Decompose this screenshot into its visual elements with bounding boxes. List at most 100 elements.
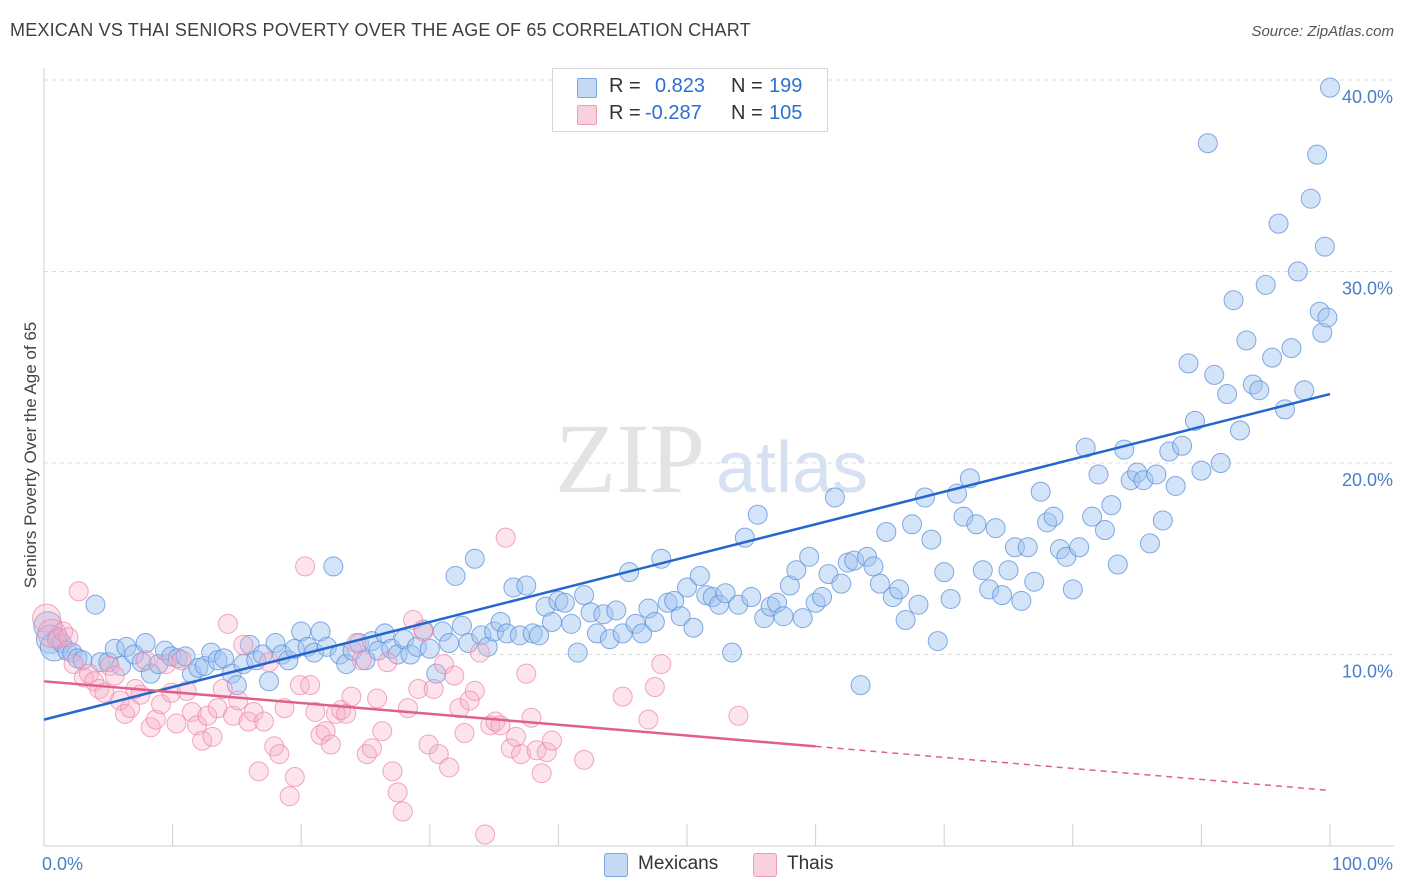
point-thais (295, 556, 316, 577)
point-thais (372, 721, 393, 742)
point-mexicans (496, 623, 517, 644)
point-mexicans (644, 611, 665, 632)
point-mexicans (844, 550, 865, 571)
point-mexicans (1178, 353, 1199, 374)
point-mexicans (1236, 330, 1257, 351)
bottom-legend-label-thais: Thais (787, 853, 834, 874)
point-thais (423, 678, 444, 699)
point-mexicans (1088, 464, 1109, 485)
point-thais (223, 705, 244, 726)
point-mexicans (1043, 506, 1064, 527)
point-mexicans (747, 504, 768, 525)
point-mexicans (1139, 533, 1160, 554)
point-mexicans (869, 573, 890, 594)
point-thais (500, 738, 521, 759)
point-thais (428, 744, 449, 765)
point-thais (166, 713, 187, 734)
point-mexicans (767, 592, 788, 613)
point-mexicans (805, 592, 826, 613)
point-thais (341, 686, 362, 707)
point-mexicans (670, 606, 691, 627)
point-thais (516, 663, 537, 684)
point-thais (574, 749, 595, 770)
legend-swatch-thais (577, 105, 597, 125)
point-mexicans (631, 623, 652, 644)
point-mexicans (580, 602, 601, 623)
point-thais (638, 709, 659, 730)
point-mexicans (194, 655, 215, 676)
point-mexicans (85, 594, 106, 615)
point-thais (212, 678, 233, 699)
point-mexicans (1197, 133, 1218, 154)
point-thais (536, 742, 557, 763)
point-mexicans (561, 613, 582, 634)
point-mexicans (1030, 481, 1051, 502)
point-mexicans (882, 587, 903, 608)
point-mexicans (786, 560, 807, 581)
stats-legend: R = 0.823 N = 199 R = -0.287 N = 105 (552, 68, 828, 132)
point-mexicans (593, 604, 614, 625)
point-mexicans (792, 608, 813, 629)
point-mexicans (857, 546, 878, 567)
trend-line-mexicans (43, 392, 1331, 721)
point-thais (464, 680, 485, 701)
point-mexicans (889, 579, 910, 600)
point-thais (176, 680, 197, 701)
point-thais (397, 698, 418, 719)
point-thais (449, 698, 470, 719)
point-mexicans (689, 565, 710, 586)
point-mexicans (966, 514, 987, 535)
point-mexicans (1287, 261, 1308, 282)
point-thais (521, 707, 542, 728)
point-thais (541, 730, 562, 751)
point-mexicans (439, 633, 460, 654)
point-mexicans (464, 548, 485, 569)
point-thais (156, 654, 177, 675)
bottom-legend-swatch-thais (753, 853, 777, 877)
y-tick-label: 30.0% (1342, 279, 1393, 299)
point-mexicans (451, 615, 472, 636)
point-mexicans (1146, 464, 1167, 485)
point-mexicans (1069, 537, 1090, 558)
x-tick-label-max: 100.0% (1332, 854, 1393, 874)
point-thais (279, 786, 300, 807)
legend-swatch-mexicans (577, 78, 597, 98)
point-thais (459, 690, 480, 711)
point-mexicans (1184, 410, 1205, 431)
point-mexicans (1114, 439, 1135, 460)
point-thais (377, 652, 398, 673)
point-thais (233, 634, 254, 655)
point-mexicans (1011, 590, 1032, 611)
point-mexicans (1229, 420, 1250, 441)
point-mexicans (419, 638, 440, 659)
point-mexicans (1017, 537, 1038, 558)
point-thais (58, 627, 79, 648)
point-thais (269, 744, 290, 765)
y-axis-label: Seniors Poverty Over the Age of 65 (21, 322, 40, 588)
point-mexicans (135, 633, 156, 654)
point-thais (531, 763, 552, 784)
point-mexicans (664, 590, 685, 611)
y-tick-label: 40.0% (1342, 87, 1393, 107)
bottom-legend-label-mexicans: Mexicans (638, 853, 719, 874)
watermark-atlas: atlas (716, 428, 868, 508)
point-thais (305, 701, 326, 722)
point-thais (444, 665, 465, 686)
point-mexicans (116, 636, 137, 657)
point-mexicans (1314, 236, 1335, 257)
point-mexicans (1037, 512, 1058, 533)
point-thais (274, 698, 295, 719)
point-thais (392, 801, 413, 822)
tick-labels: 10.0% 20.0% 30.0% 40.0% 0.0% 100.0% (42, 87, 1393, 874)
legend-n-value: 199 (769, 75, 803, 97)
point-mexicans (863, 556, 884, 577)
point-mexicans (1152, 510, 1173, 531)
point-mexicans (336, 654, 357, 675)
point-thais (475, 824, 496, 845)
point-mexicans (1101, 495, 1122, 516)
point-thais (135, 650, 156, 671)
point-mexicans (175, 646, 196, 667)
point-mexicans (850, 675, 871, 696)
point-mexicans (638, 598, 659, 619)
point-thais (248, 761, 269, 782)
